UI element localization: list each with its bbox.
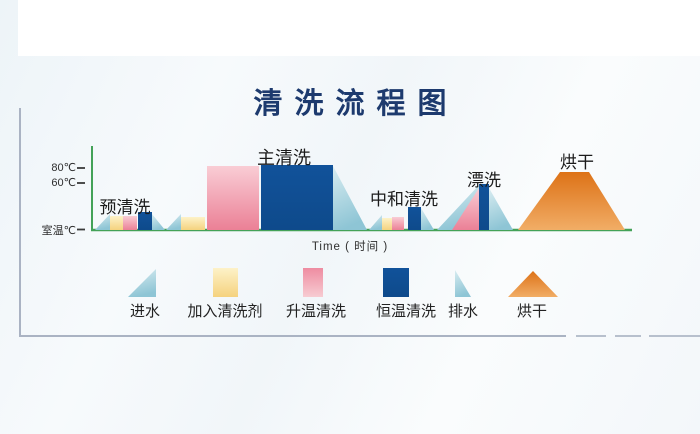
prewash-heatup-rect (123, 216, 137, 230)
prewash-detergent-rect (110, 216, 123, 230)
legend-drain-swatch (455, 270, 471, 297)
stage-label-mainwash: 主清洗 (257, 148, 311, 168)
panel-border-bottom-dash (649, 335, 700, 337)
mainwash-constant-temp-rect (261, 165, 333, 230)
rinse-constant-temp-rect (479, 184, 489, 230)
legend-label-drain: 排水 (447, 303, 479, 320)
panel-border-bottom-dash (576, 335, 606, 337)
legend-dry-swatch (508, 271, 558, 297)
legend-label-detergent: 加入清洗剂 (187, 303, 263, 320)
stage-label-neutralize: 中和清洗 (370, 190, 438, 209)
y-tick-label-60c: 60℃ (51, 177, 76, 189)
mainwash-feed-water-triangle (166, 214, 181, 230)
stage-label-dry: 烘干 (560, 153, 594, 172)
rinse-drain-triangle (489, 188, 513, 230)
neutralize-detergent-rect (382, 218, 392, 230)
dry-trapezoid (518, 172, 625, 230)
neutralize-drain-triangle (421, 208, 434, 230)
mainwash-heatup-rect (207, 166, 259, 230)
y-tick-label-80c: 80℃ (51, 162, 76, 174)
panel-border-bottom (19, 335, 566, 337)
neutralize-heatup-rect (392, 217, 404, 230)
mainwash-detergent-rect (181, 217, 205, 230)
mainwash-drain-triangle (333, 166, 367, 230)
panel-border-bottom-dash (615, 335, 641, 337)
stage-label-rinse: 漂洗 (467, 171, 501, 190)
prewash-constant-temp-rect (138, 212, 152, 230)
legend-detergent-swatch (213, 268, 238, 297)
legend-label-constant-temp: 恒温清洗 (375, 303, 437, 320)
legend-label-heatup: 升温清洗 (285, 303, 347, 320)
stage-label-prewash: 预清洗 (99, 198, 151, 217)
legend-label-dry: 烘干 (516, 303, 548, 320)
neutralize-constant-temp-rect (408, 207, 421, 230)
prewash-drain-triangle (152, 214, 165, 230)
panel-border-left (19, 108, 21, 337)
legend-label-feed-water: 进水 (129, 303, 161, 320)
legend-heatup-swatch (303, 268, 323, 297)
legend-constant-temp-swatch (383, 268, 409, 297)
prewash-feed-water-triangle (95, 214, 110, 230)
top-white-band (18, 0, 700, 56)
x-axis-label: Time ( 时间 ) (311, 241, 389, 253)
legend-feed-water-swatch (128, 269, 156, 297)
page-title: 清洗流程图 (253, 88, 459, 120)
neutralize-feed-water-triangle (369, 215, 382, 230)
rinse-heatup-triangle (452, 188, 479, 230)
y-tick-label-room-temp: 室温℃ (41, 225, 76, 237)
